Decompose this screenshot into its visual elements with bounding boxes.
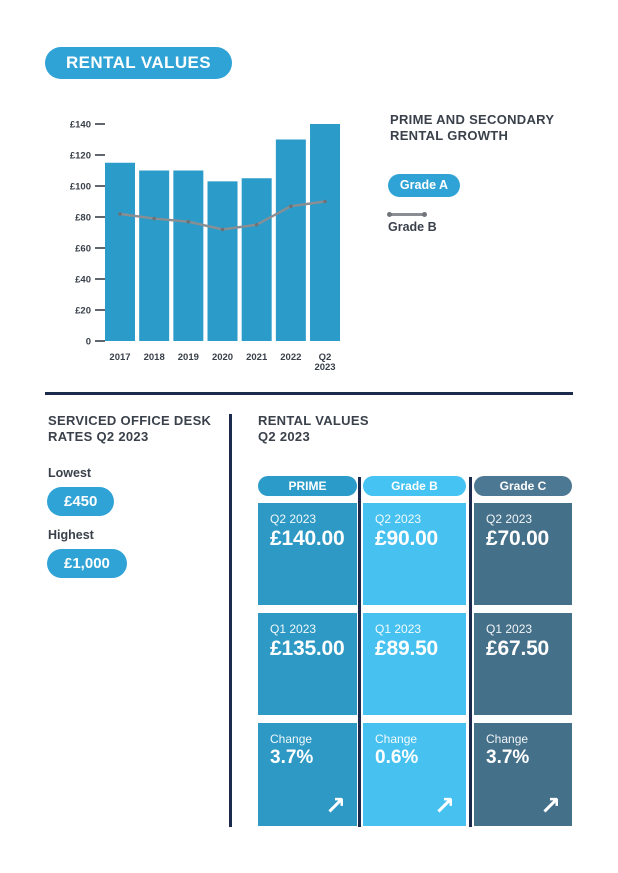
change-value: 3.7% (486, 747, 530, 768)
rental-values-grid: PRIME Q2 2023 £140.00 Q1 2023 £135.00 Ch… (258, 476, 572, 828)
svg-text:2017: 2017 (109, 352, 130, 363)
growth-heading-line2: RENTAL GROWTH (390, 128, 509, 143)
change-card: Change 3.7% ↗ (474, 723, 572, 826)
card-value: £67.50 (486, 637, 550, 660)
rental-values-heading: RENTAL VALUES Q2 2023 (258, 413, 369, 445)
card-period-label: Q2 2023 (375, 512, 422, 526)
change-card: Change 0.6% ↗ (363, 723, 466, 826)
horizontal-divider (45, 392, 573, 395)
desk-rates-heading-line2: RATES Q2 2023 (48, 429, 149, 444)
card-period-label: Q1 2023 (270, 622, 317, 636)
q1-value-card: Q1 2023 £135.00 (258, 613, 357, 715)
card-value: £70.00 (486, 527, 550, 550)
svg-text:£100: £100 (70, 181, 91, 192)
legend-grade-a-label: Grade A (399, 178, 449, 192)
increase-arrow-icon: ↗ (540, 791, 561, 820)
vertical-divider (229, 414, 232, 827)
svg-text:£20: £20 (75, 305, 91, 316)
desk-rates-heading: SERVICED OFFICE DESK RATES Q2 2023 (48, 413, 211, 445)
card-value: £135.00 (270, 637, 345, 660)
card-value: £89.50 (375, 637, 439, 660)
svg-text:£60: £60 (75, 243, 91, 254)
column-prime: PRIME Q2 2023 £140.00 Q1 2023 £135.00 Ch… (258, 476, 357, 826)
card-change-label: Change (375, 732, 418, 746)
line-endpoint-dot (422, 212, 427, 217)
card-period-label: Q1 2023 (375, 622, 422, 636)
svg-text:2022: 2022 (280, 352, 301, 363)
card-change-label: Change (270, 732, 313, 746)
svg-text:£120: £120 (70, 150, 91, 161)
rental-values-heading-line2: Q2 2023 (258, 429, 310, 444)
card-period-label: Q2 2023 (486, 512, 533, 526)
column-grade-b: Grade B Q2 2023 £90.00 Q1 2023 £89.50 Ch… (363, 476, 466, 826)
q2-value-card: Q2 2023 £70.00 (474, 503, 572, 605)
svg-text:2021: 2021 (246, 352, 268, 363)
q2-value-card: Q2 2023 £140.00 (258, 503, 357, 605)
legend-grade-b-label: Grade B (388, 220, 437, 234)
line-endpoint-dot (387, 212, 392, 217)
column-header-badge: Grade B (363, 476, 466, 496)
legend-grade-a-badge: Grade A (388, 174, 460, 197)
q1-value-card: Q1 2023 £67.50 (474, 613, 572, 715)
highest-label: Highest (48, 528, 94, 542)
page-title-badge: RENTAL VALUES (45, 47, 232, 79)
svg-text:£40: £40 (75, 274, 91, 285)
legend-grade-b-line-swatch (387, 212, 427, 217)
increase-arrow-icon: ↗ (325, 791, 346, 820)
column-grade-c: Grade C Q2 2023 £70.00 Q1 2023 £67.50 Ch… (474, 476, 572, 826)
page-title: RENTAL VALUES (66, 53, 211, 72)
column-separator (469, 477, 472, 827)
column-separator (358, 477, 361, 827)
card-change-label: Change (486, 732, 529, 746)
lowest-value-badge: £450 (47, 487, 115, 516)
svg-text:£140: £140 (70, 119, 91, 130)
card-value: £140.00 (270, 527, 345, 550)
svg-text:£80: £80 (75, 212, 91, 223)
highest-value-badge: £1,000 (47, 549, 127, 578)
card-period-label: Q2 2023 (270, 512, 317, 526)
change-value: 3.7% (270, 747, 314, 768)
card-period-label: Q1 2023 (486, 622, 533, 636)
svg-text:2019: 2019 (178, 352, 199, 363)
increase-arrow-icon: ↗ (434, 791, 455, 820)
desk-rates-heading-line1: SERVICED OFFICE DESK (48, 413, 212, 428)
card-value: £90.00 (375, 527, 439, 550)
column-header-badge: Grade C (474, 476, 572, 496)
rental-growth-chart: 0 £20 £40 £60 £80 £100 £120 £140 2017 2018 2019 202… (70, 119, 341, 373)
q1-value-card: Q1 2023 £89.50 (363, 613, 466, 715)
growth-heading-line1: PRIME AND SECONDARY (390, 112, 555, 127)
lowest-label: Lowest (48, 466, 92, 480)
column-header-badge: PRIME (258, 476, 357, 496)
q2-value-card: Q2 2023 £90.00 (363, 503, 466, 605)
growth-panel-heading: PRIME AND SECONDARY RENTAL GROWTH (390, 112, 554, 144)
change-card: Change 3.7% ↗ (258, 723, 357, 826)
rental-values-heading-line1: RENTAL VALUES (258, 413, 369, 428)
svg-text:0: 0 (86, 336, 91, 347)
svg-text:2020: 2020 (212, 352, 233, 363)
change-value: 0.6% (375, 747, 419, 768)
svg-text:2018: 2018 (144, 352, 165, 363)
